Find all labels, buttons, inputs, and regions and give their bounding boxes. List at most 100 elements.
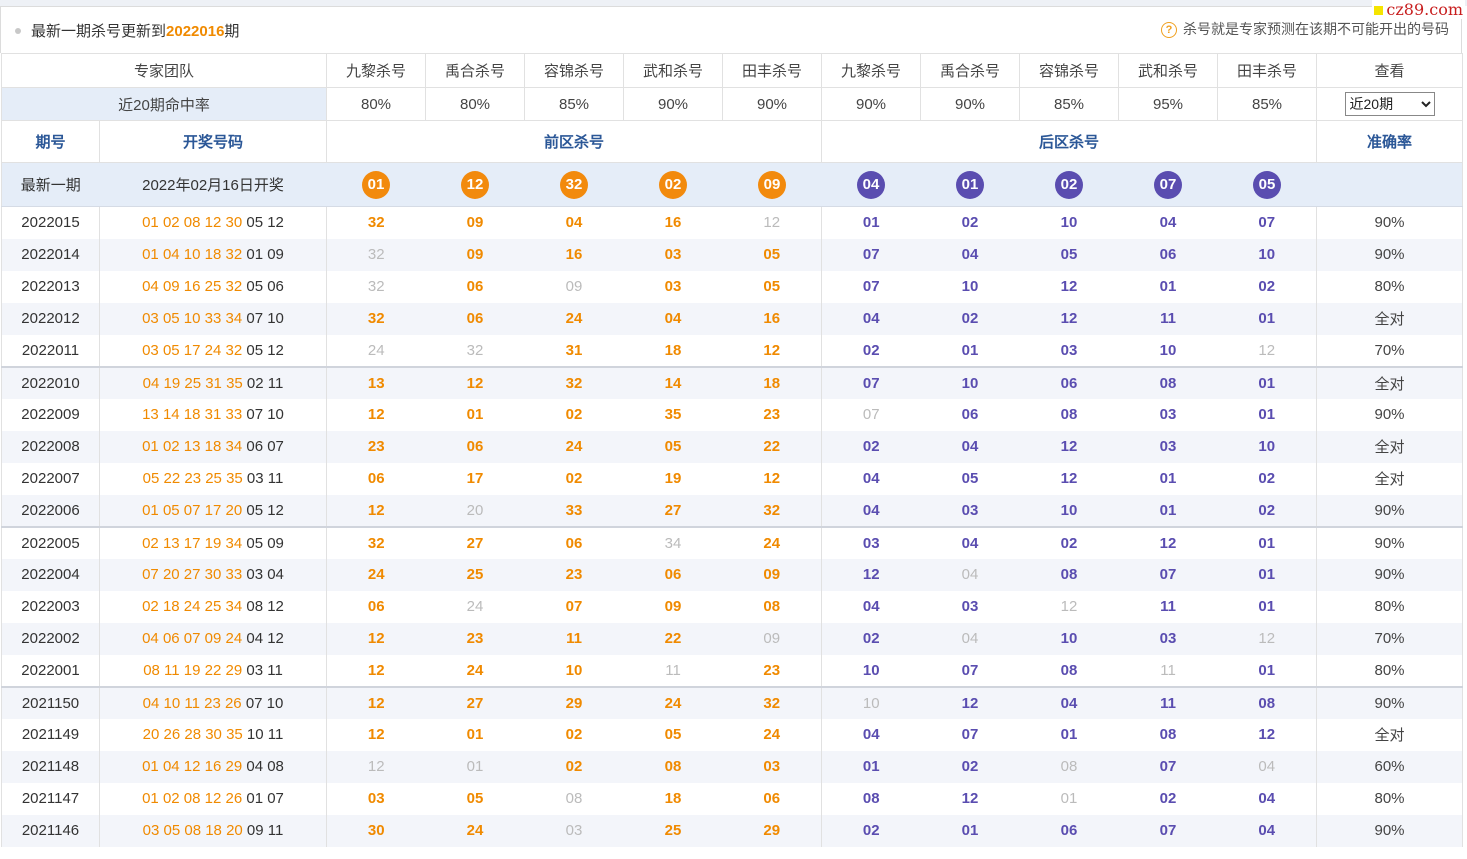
history-row: 2022006 01 05 07 17 20 05 12 12 20 33 27 32 04 0…: [1, 494, 1464, 527]
front-kill-number: 12: [367, 406, 385, 423]
front-kill-number: 09: [425, 238, 525, 271]
back-kill-number: 02: [821, 814, 921, 847]
front-draw-numbers: 13 14 18 31 33: [142, 406, 243, 423]
back-draw-numbers: 05 06: [246, 278, 284, 295]
front-kill-number: 24: [722, 525, 822, 559]
back-kill-number: 01: [920, 814, 1020, 847]
front-kill-number: 25: [623, 814, 723, 847]
front-kill-number: 24: [763, 726, 781, 743]
back-kill-number: 10: [920, 365, 1020, 399]
hit-rate-value: 80%: [425, 87, 526, 121]
front-kill-number: 06: [425, 430, 525, 463]
back-kill-ball: 01: [956, 170, 985, 199]
back-kill-header: 后区杀号: [821, 120, 1318, 163]
draw-numbers: 04 19 25 31 35 02 11: [98, 365, 328, 399]
back-kill-number: 12: [1118, 525, 1218, 559]
back-kill-number: 01: [1217, 558, 1317, 591]
back-kill-number: 04: [1159, 214, 1177, 232]
front-kill-number: 09: [722, 558, 822, 591]
history-row: 2022014 01 04 10 18 32 01 09 32 09 16 03 05 07 0…: [1, 238, 1464, 271]
front-kill-number: 27: [623, 494, 723, 527]
back-kill-number: 02: [1217, 494, 1317, 527]
front-kill-number: 06: [623, 558, 723, 591]
back-kill-number: 02: [821, 430, 921, 463]
front-kill-number: 27: [425, 525, 525, 559]
back-kill-number: 05: [961, 470, 979, 487]
history-row: 2021148 01 04 12 16 29 04 08 12 01 02 08 03 01 0…: [1, 750, 1464, 783]
period-number: 2022013: [1, 270, 100, 303]
back-kill-number: 03: [821, 525, 921, 559]
back-kill-number: 02: [920, 750, 1020, 783]
back-kill-number: 04: [821, 590, 921, 623]
front-kill-number: 32: [326, 525, 426, 559]
back-kill-number: 02: [1258, 278, 1276, 295]
back-kill-number: 07: [821, 398, 921, 431]
notice-prefix: 最新一期杀号更新到: [31, 23, 167, 40]
history-row: 2022007 05 22 23 25 35 03 11 06 17 02 19 12 04 0…: [1, 462, 1464, 495]
accuracy-value: 全对: [1316, 365, 1464, 399]
front-kill-number: 18: [664, 341, 682, 359]
hit-rate-value: 80%: [326, 87, 427, 121]
accuracy-value: 全对: [1316, 462, 1464, 495]
front-kill-number: 06: [425, 302, 525, 335]
front-kill-number: 09: [722, 622, 822, 655]
draw-column-header: 开奖号码: [98, 120, 328, 163]
accuracy-value: 70%: [1316, 334, 1464, 367]
front-kill-number: 03: [623, 238, 723, 271]
front-kill-number: 03: [664, 278, 682, 295]
front-kill-number: 07: [565, 598, 583, 615]
expert-name: 九黎杀号: [821, 53, 922, 88]
accuracy-value: 90%: [1316, 685, 1464, 719]
back-draw-numbers: 05 09: [246, 534, 284, 552]
front-kill-ball: 09: [758, 170, 787, 199]
notice-suffix: 期: [224, 23, 240, 40]
front-kill-number: 16: [664, 214, 682, 232]
back-kill-number: 02: [821, 622, 921, 655]
back-kill-ball: 04: [857, 170, 886, 199]
history-row: 2022005 02 13 17 19 34 05 09 32 27 06 34 24 03 0…: [1, 525, 1464, 559]
back-draw-numbers: 01 07: [246, 790, 284, 807]
front-kill-number: 02: [565, 470, 583, 487]
hit-rate-value: 85%: [524, 87, 625, 121]
back-kill-number: 10: [1060, 214, 1078, 232]
period-number: 2022002: [1, 622, 100, 655]
period-number: 2022009: [1, 398, 100, 431]
back-draw-numbers: 06 07: [246, 438, 284, 455]
front-kill-number: 34: [623, 525, 723, 559]
front-kill-number: 08: [763, 598, 781, 615]
hit-rate-value: 85%: [1217, 87, 1318, 121]
front-kill-number: 18: [664, 790, 682, 807]
accuracy-value: 90%: [1316, 206, 1464, 239]
front-kill-number: 35: [664, 406, 682, 423]
front-kill-number: 24: [524, 430, 624, 463]
front-kill-number: 12: [326, 750, 426, 783]
history-row: 2022001 08 11 19 22 29 03 11 12 24 10 11 23 10 0…: [1, 654, 1464, 687]
history-row: 2021150 04 10 11 23 26 07 10 12 27 29 24 32 10 1…: [1, 685, 1464, 719]
back-draw-numbers: 05 12: [246, 341, 284, 359]
back-kill-number: 12: [1217, 622, 1317, 655]
back-kill-number: 10: [961, 278, 979, 295]
back-kill-number: 05: [1019, 238, 1119, 271]
back-kill-number: 01: [1159, 470, 1177, 487]
front-kill-number: 33: [524, 494, 624, 527]
expert-name: 九黎杀号: [326, 53, 427, 88]
front-kill-number: 05: [466, 790, 484, 807]
front-kill-number: 18: [722, 365, 822, 399]
latest-prediction-row: 最新一期 2022年02月16日开奖 01 12 32 02 09 04 01 …: [1, 162, 1464, 207]
period-number: 2022004: [1, 558, 100, 591]
front-draw-numbers: 01 05 07 17 20: [142, 501, 243, 519]
back-kill-number: 08: [1060, 661, 1078, 679]
kill-number-table: 专家团队 九黎杀号 禹合杀号 容锦杀号 武和杀号 田丰杀号 九黎杀号 禹合杀号 …: [0, 53, 1464, 847]
front-kill-number: 09: [466, 214, 484, 232]
period-number: 2022015: [1, 206, 100, 239]
back-kill-number: 10: [821, 685, 921, 719]
back-kill-number: 07: [1118, 814, 1218, 847]
draw-numbers: 02 13 17 19 34 05 09: [98, 525, 328, 559]
expert-name: 禹合杀号: [920, 53, 1021, 88]
logo-square-icon: [1374, 6, 1384, 15]
hit-rate-value: 95%: [1118, 87, 1219, 121]
back-kill-ball: 05: [1253, 170, 1282, 199]
front-draw-numbers: 08 11 19 22 29: [143, 661, 243, 679]
front-draw-numbers: 04 06 07 09 24: [142, 630, 243, 647]
period-range-select[interactable]: 近20期: [1344, 92, 1435, 116]
